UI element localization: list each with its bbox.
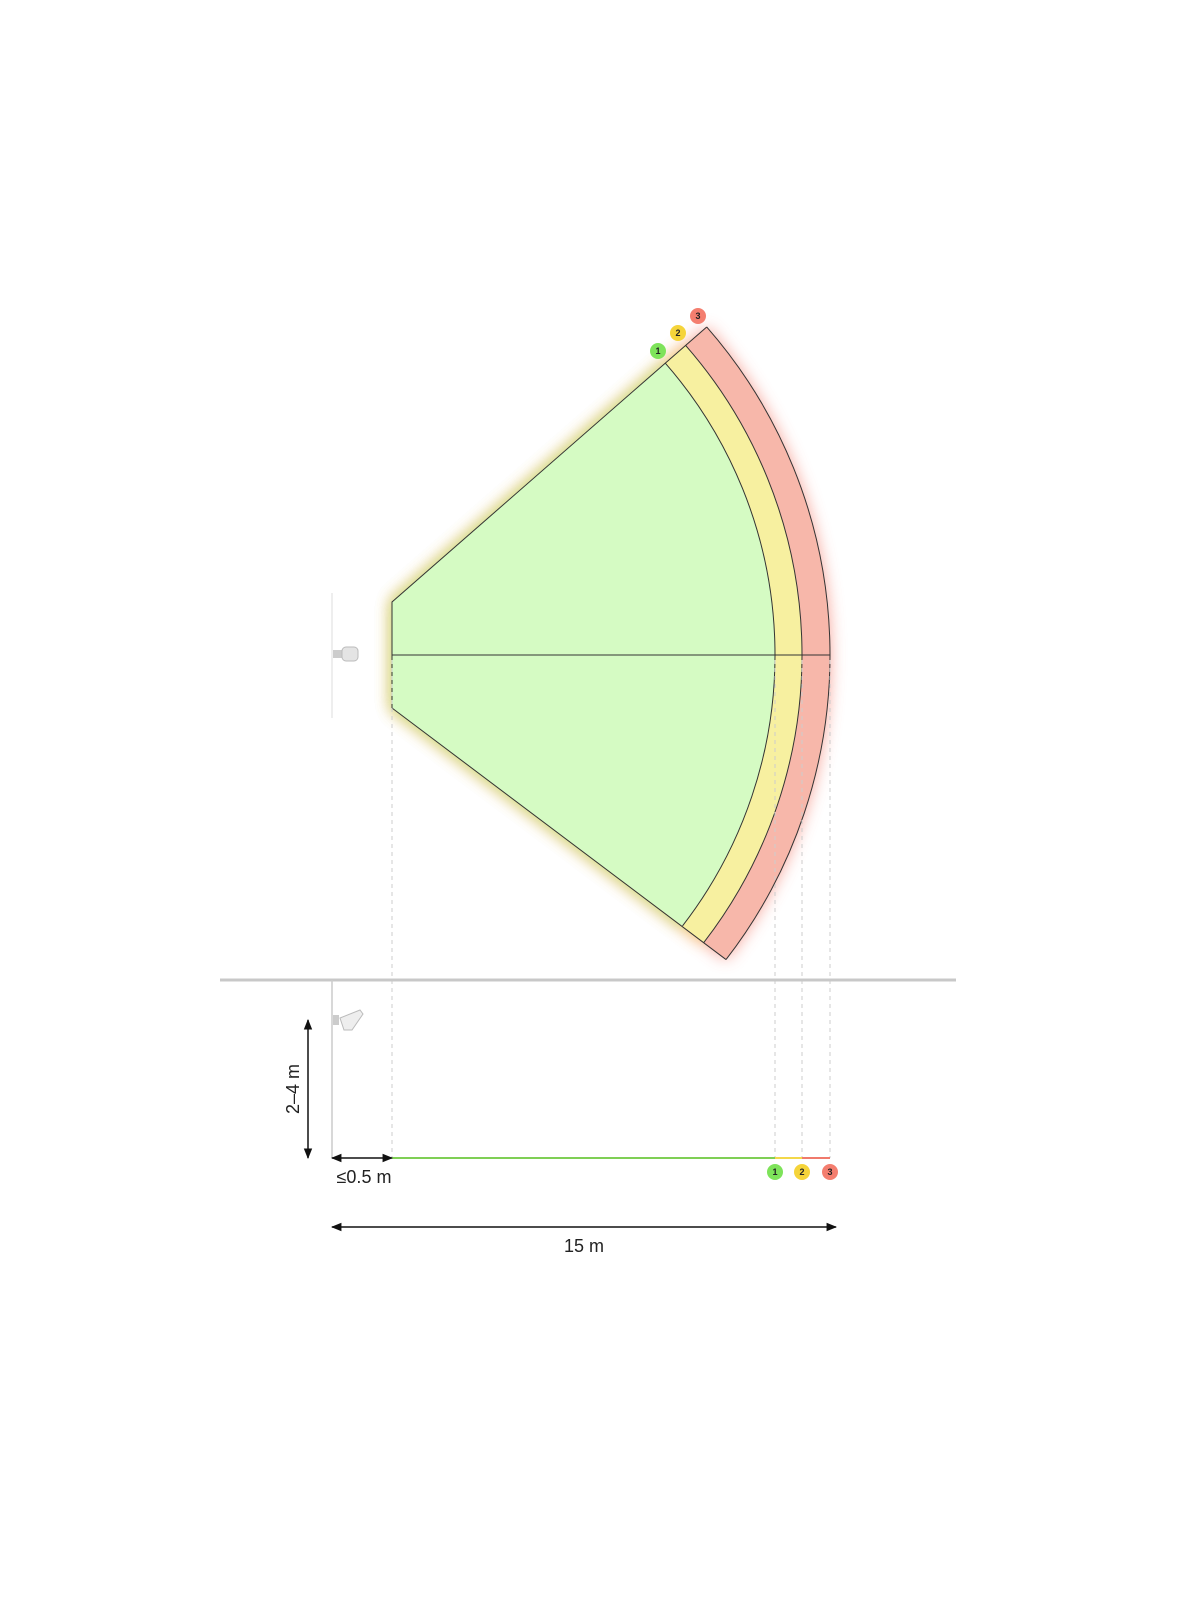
- badge-label: 1: [772, 1167, 777, 1177]
- badge-circle: [767, 1164, 783, 1180]
- badge-circle: [794, 1164, 810, 1180]
- sensor-top: [333, 646, 359, 662]
- zone-badge: 2: [794, 1164, 810, 1180]
- zone-badge: 1: [767, 1164, 783, 1180]
- zone-badge: 2: [670, 325, 686, 341]
- badge-circle: [822, 1164, 838, 1180]
- fan-edge: [391, 326, 830, 960]
- zone-area: [392, 363, 776, 926]
- projection-lines: [391, 660, 831, 1158]
- offset-label: ≤0.5 m: [337, 1167, 392, 1187]
- zone-arc: [706, 326, 831, 960]
- zone-badge: 3: [822, 1164, 838, 1180]
- badge-label: 1: [655, 346, 660, 356]
- badge-circle: [690, 308, 706, 324]
- zone-badges: 1 1 2 2 3 3: [650, 308, 838, 1180]
- zone-badge: 3: [690, 308, 706, 324]
- badge-label: 3: [827, 1167, 832, 1177]
- badge-label: 2: [799, 1167, 804, 1177]
- height-label: 2–4 m: [283, 1064, 303, 1114]
- detection-fan: [391, 326, 831, 960]
- sensor-side: [333, 1009, 364, 1031]
- badge-label: 3: [695, 311, 700, 321]
- badge-circle: [670, 325, 686, 341]
- zone-badge: 1: [650, 343, 666, 359]
- badge-circle: [650, 343, 666, 359]
- badge-label: 2: [675, 328, 680, 338]
- zone-arc: [685, 345, 803, 943]
- zone-arc: [664, 362, 776, 927]
- range-label: 15 m: [564, 1236, 604, 1256]
